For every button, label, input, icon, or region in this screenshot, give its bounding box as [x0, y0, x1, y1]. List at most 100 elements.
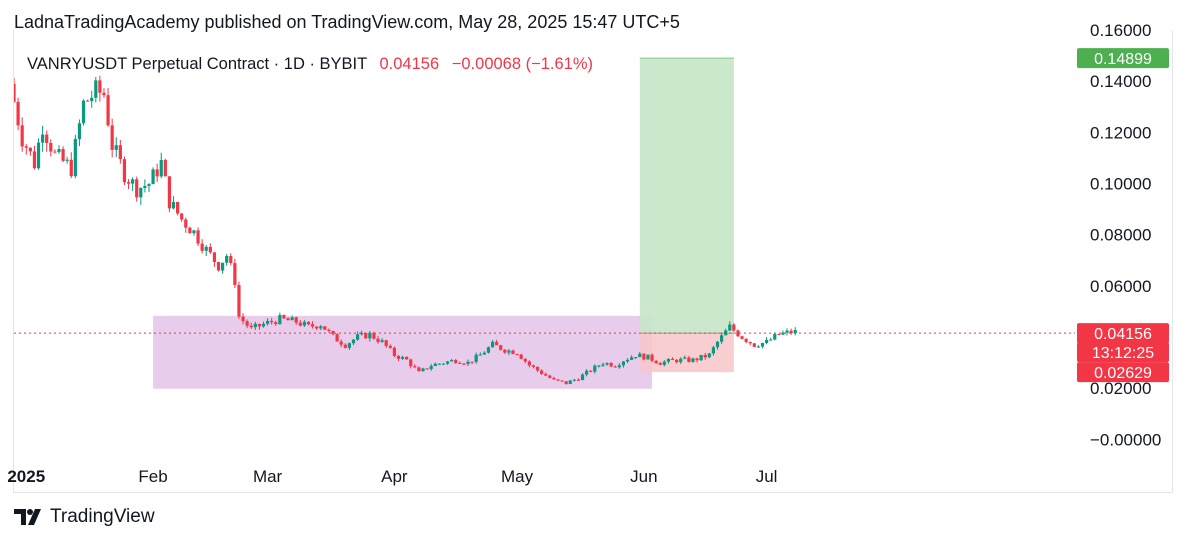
candle-body	[347, 343, 351, 348]
candle-body	[122, 159, 127, 183]
candle-body	[302, 321, 307, 326]
candle-body	[564, 381, 568, 384]
candle-body	[69, 159, 73, 177]
candle-body	[576, 379, 581, 381]
candle-body	[135, 179, 139, 198]
candle-body	[73, 138, 77, 177]
candle-body	[773, 334, 777, 340]
price-tag	[1077, 323, 1169, 344]
symbol-title[interactable]: VANRYUSDT Perpetual Contract · 1D · BYBI…	[27, 55, 367, 73]
x-tick-label: May	[501, 467, 534, 486]
candle-body	[24, 146, 28, 148]
candle-body	[441, 363, 446, 365]
candle-body	[609, 363, 613, 367]
y-tick-label: 0.16000	[1090, 21, 1151, 40]
candle-body	[515, 354, 519, 356]
x-tick-label: Jun	[630, 467, 657, 486]
candle-body	[589, 370, 593, 372]
candle-body	[249, 325, 253, 328]
candle-body	[163, 159, 167, 177]
candle-body	[61, 149, 65, 161]
candles-group	[14, 75, 797, 385]
candle-body	[699, 354, 703, 361]
candle-body	[728, 324, 732, 331]
candle-body	[241, 316, 245, 322]
x-tick-label: Feb	[138, 467, 167, 486]
candle-body	[409, 359, 413, 367]
y-tick-label: 0.08000	[1090, 226, 1151, 245]
candle-body	[695, 358, 699, 361]
candle-body	[155, 169, 159, 177]
candle-body	[384, 340, 388, 346]
candle-body	[237, 284, 241, 317]
candle-body	[642, 353, 646, 360]
candle-body	[310, 324, 315, 327]
price-tag	[1077, 342, 1169, 363]
candle-body	[225, 255, 229, 263]
candle-body	[687, 357, 691, 362]
candle-body	[454, 360, 458, 363]
candle-body	[53, 151, 57, 153]
y-tick-label: 0.02000	[1090, 379, 1151, 398]
candle-body	[319, 326, 323, 329]
stop-zone	[639, 333, 734, 373]
candle-body	[192, 230, 196, 234]
candle-body	[724, 330, 728, 336]
candle-body	[339, 341, 343, 345]
candle-body	[49, 142, 53, 152]
candle-body	[14, 83, 16, 102]
candle-body	[474, 354, 478, 362]
candle-body	[531, 365, 536, 367]
candle-body	[204, 246, 208, 251]
candle-body	[315, 326, 319, 329]
candle-body	[233, 263, 237, 285]
candle-body	[527, 361, 531, 366]
candle-body	[429, 366, 433, 370]
price-change-value: −0.00068 (−1.61%)	[451, 55, 594, 73]
candle-body	[253, 323, 257, 328]
candle-body	[41, 134, 45, 143]
candle-body	[679, 358, 683, 363]
candle-body	[785, 330, 789, 333]
candle-body	[355, 334, 360, 340]
candle-body	[535, 366, 540, 371]
candle-body	[380, 340, 384, 342]
candle-body	[519, 354, 523, 359]
candle-body	[196, 230, 200, 244]
candle-body	[458, 362, 462, 364]
candle-body	[507, 350, 511, 353]
candle-body	[368, 332, 372, 339]
candle-body	[478, 354, 482, 356]
candle-body	[139, 187, 143, 198]
candle-body	[715, 341, 720, 348]
candle-body	[605, 363, 609, 365]
candle-body	[625, 359, 630, 362]
candle-body	[65, 159, 69, 161]
candle-body	[36, 142, 41, 169]
candle-body	[220, 262, 225, 271]
candle-body	[57, 149, 61, 152]
candle-body	[568, 380, 572, 384]
candle-body	[621, 361, 626, 366]
candle-body	[147, 184, 151, 187]
candle-body	[261, 323, 266, 327]
candle-body	[335, 334, 339, 342]
candle-body	[364, 332, 368, 339]
candle-body	[126, 182, 131, 184]
candle-body	[789, 330, 793, 334]
candle-body	[413, 366, 417, 368]
y-tick-label: −0.00000	[1090, 430, 1161, 449]
candle-body	[286, 318, 290, 321]
candle-body	[200, 243, 204, 251]
candle-body	[523, 358, 527, 362]
candle-body	[131, 179, 135, 184]
candle-body	[556, 379, 560, 381]
y-tick-label: 0.14000	[1090, 72, 1151, 91]
candle-body	[98, 80, 102, 93]
candle-body	[159, 159, 163, 177]
candle-body	[265, 320, 270, 324]
candle-body	[245, 321, 249, 326]
candle-body	[102, 92, 106, 96]
candle-body	[81, 100, 86, 124]
